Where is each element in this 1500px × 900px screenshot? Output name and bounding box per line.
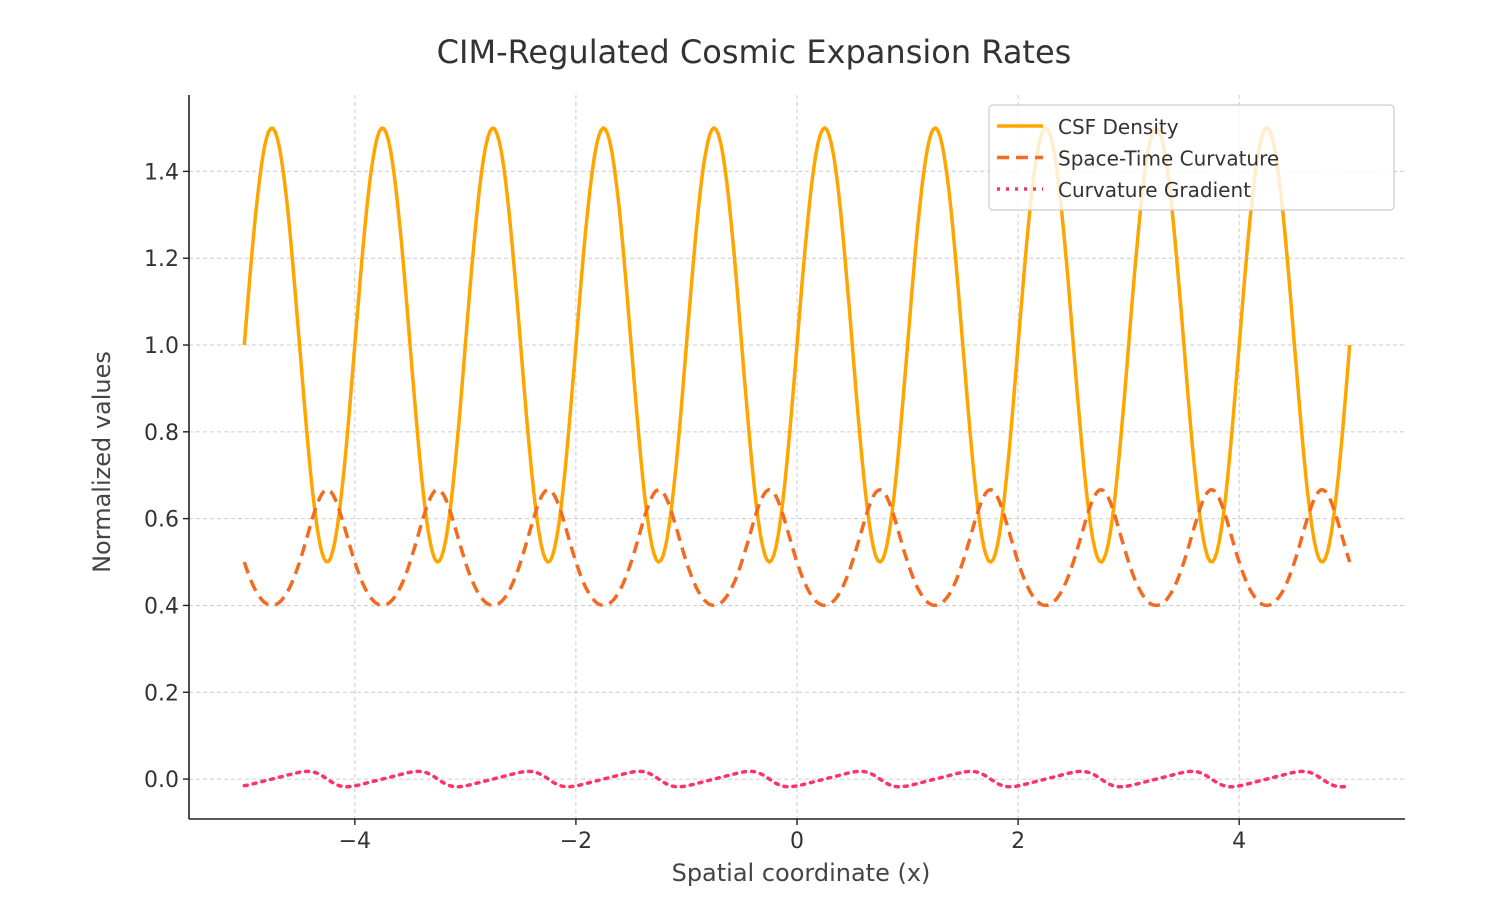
legend-label: CSF Density bbox=[1058, 115, 1179, 139]
y-tick-label: 0.8 bbox=[144, 421, 179, 446]
legend-box bbox=[988, 104, 1395, 211]
x-tick-label: 0 bbox=[790, 829, 804, 854]
x-tick-label: 4 bbox=[1232, 829, 1246, 854]
ticks: −4 −2 0 2 4 0.0 0.2 0.4 0.6 0.8 1.0 1.2 1.4 bbox=[144, 160, 1246, 854]
x-tick-label: −4 bbox=[339, 829, 371, 854]
y-tick-label: 1.2 bbox=[144, 247, 179, 272]
y-tick-label: 1.0 bbox=[144, 334, 179, 359]
grid bbox=[189, 95, 1405, 819]
y-tick-label: 0.0 bbox=[144, 768, 179, 793]
y-tick-label: 0.6 bbox=[144, 508, 179, 533]
y-tick-label: 1.4 bbox=[144, 160, 179, 185]
legend-label: Space-Time Curvature bbox=[1058, 147, 1279, 171]
chart-title: CIM-Regulated Cosmic Expansion Rates bbox=[437, 33, 1072, 71]
y-tick-label: 0.4 bbox=[144, 594, 179, 619]
legend-label: Curvature Gradient bbox=[1058, 178, 1251, 202]
series-line-curvature-gradient bbox=[242, 769, 1352, 789]
x-tick-label: 2 bbox=[1011, 829, 1025, 854]
series-lines bbox=[242, 125, 1352, 789]
y-axis-label: Normalized values bbox=[88, 351, 116, 573]
y-tick-label: 0.2 bbox=[144, 681, 179, 706]
legend: CSF Density Space-Time Curvature Curvature… bbox=[988, 104, 1395, 211]
x-tick-label: −2 bbox=[560, 829, 592, 854]
x-axis-label: Spatial coordinate (x) bbox=[672, 859, 931, 887]
